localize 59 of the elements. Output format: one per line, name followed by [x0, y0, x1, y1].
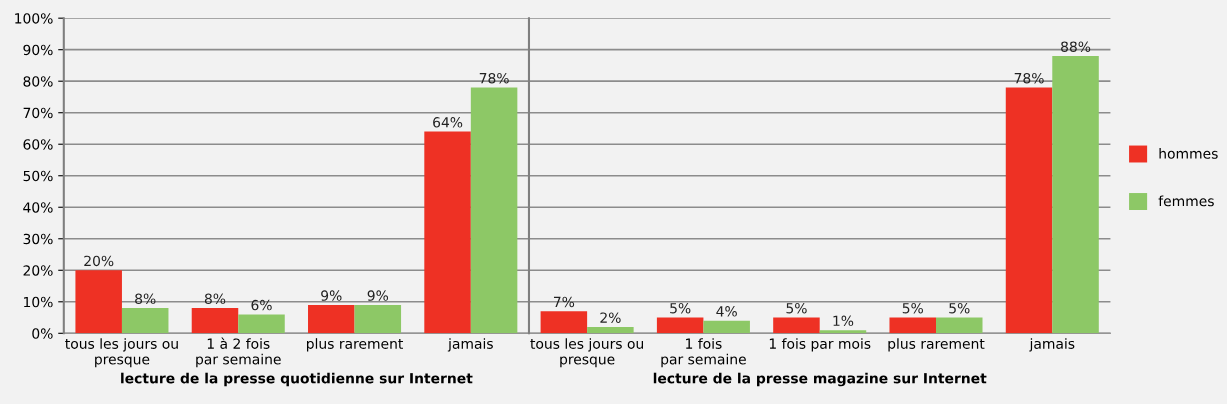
y-tick-label: 10%: [24, 296, 53, 308]
bar: [889, 317, 936, 334]
data-label: 5%: [786, 302, 807, 314]
bar: [936, 317, 983, 334]
bar: [354, 304, 402, 334]
y-tick-label: 50%: [23, 170, 53, 182]
bar: [587, 327, 634, 334]
x-tick-label: tous les jours ou presque: [530, 338, 643, 368]
bar: [703, 320, 750, 334]
x-tick-label: jamais: [1029, 338, 1075, 352]
legend-label: femmes: [1158, 195, 1214, 207]
data-label: 5%: [949, 302, 970, 314]
bar: [773, 317, 820, 334]
y-tick-label: 40%: [23, 202, 53, 213]
bar: [75, 270, 122, 334]
y-tick-label: 90%: [23, 44, 53, 56]
y-tick-label: 70%: [23, 107, 53, 119]
x-tick-label: 1 à 2 fois par semaine: [196, 337, 281, 368]
data-label: 8%: [135, 293, 156, 305]
bar: [540, 311, 588, 334]
y-tick-label: 80%: [23, 76, 53, 87]
y-tick-label: 20%: [23, 265, 53, 276]
data-label: 5%: [670, 302, 691, 314]
legend-label: hommes: [1159, 148, 1218, 159]
data-label: 88%: [1061, 41, 1091, 52]
bar: [308, 304, 355, 334]
bar: [470, 87, 518, 334]
data-label: 7%: [553, 296, 575, 308]
x-tick-label: plus rarement: [888, 338, 985, 352]
data-label: 78%: [479, 72, 509, 84]
x-tick-label: 1 fois par semaine: [661, 338, 746, 368]
x-axis-title: lecture de la presse magazine sur Internet: [653, 372, 987, 387]
x-tick-label: jamais: [447, 338, 493, 352]
data-label: 78%: [1014, 72, 1044, 84]
y-tick-label: 100%: [15, 13, 53, 24]
bar: [238, 314, 285, 334]
data-label: 64%: [433, 117, 463, 128]
x-tick-label: 1 fois par mois: [769, 338, 871, 352]
bar: [424, 131, 471, 334]
bar: [819, 330, 867, 334]
data-label: 5%: [902, 302, 923, 314]
data-label: 20%: [84, 255, 114, 267]
y-tick-label: 60%: [23, 139, 53, 150]
x-axis-title: lecture de la presse quotidienne sur Internet: [121, 372, 473, 387]
bar: [121, 308, 169, 334]
y-tick-label: 30%: [23, 233, 53, 245]
bar: [1052, 55, 1099, 334]
data-label: 6%: [251, 299, 272, 311]
bar: [191, 308, 239, 334]
bar: [1005, 87, 1053, 334]
data-label: 1%: [833, 315, 854, 327]
data-label: 2%: [600, 312, 621, 323]
y-tick-label: 0%: [32, 328, 53, 339]
bar: [656, 317, 704, 334]
data-label: 4%: [716, 306, 737, 317]
data-label: 9%: [367, 290, 389, 301]
x-tick-label: plus rarement: [306, 338, 404, 352]
data-label: 8%: [204, 293, 226, 305]
data-label: 9%: [321, 290, 342, 301]
